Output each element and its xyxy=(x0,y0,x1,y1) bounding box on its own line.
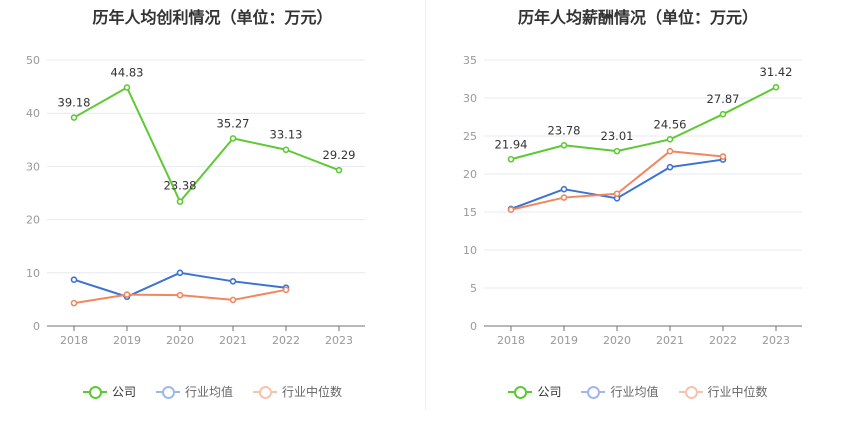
data-point xyxy=(229,278,237,285)
y-tick-label: 20 xyxy=(26,214,40,227)
series-line xyxy=(73,86,340,203)
legend-item-company[interactable]: 公司 xyxy=(82,383,136,400)
y-tick-label: 35 xyxy=(463,54,477,67)
data-point xyxy=(666,147,674,155)
legend-line-marker-icon xyxy=(253,385,277,399)
x-tick-label: 2019 xyxy=(550,334,578,347)
data-point xyxy=(70,276,78,284)
data-label: 39.18 xyxy=(58,96,91,110)
data-point xyxy=(176,269,184,277)
legend-label: 行业中位数 xyxy=(707,385,768,399)
x-tick-label: 2022 xyxy=(709,334,737,347)
data-point xyxy=(719,110,727,118)
data-label: 27.87 xyxy=(707,92,740,106)
data-point xyxy=(282,286,290,294)
data-label: 35.27 xyxy=(217,116,250,130)
data-point xyxy=(123,291,131,298)
data-label: 31.42 xyxy=(760,65,793,79)
x-tick-label: 2020 xyxy=(603,334,631,347)
data-point xyxy=(229,296,237,304)
data-point xyxy=(560,185,568,193)
x-tick-label: 2018 xyxy=(60,334,88,347)
y-tick-label: 50 xyxy=(26,54,40,67)
data-label: 21.94 xyxy=(495,137,528,151)
legend-line-marker-icon xyxy=(508,385,533,399)
y-tick-label: 20 xyxy=(463,168,477,181)
y-tick-label: 15 xyxy=(463,206,477,219)
data-label: 33.13 xyxy=(270,128,303,142)
legend-label: 行业均值 xyxy=(610,385,659,399)
y-tick-label: 0 xyxy=(470,320,477,333)
data-point xyxy=(229,135,237,142)
x-tick-label: 2021 xyxy=(656,334,684,347)
y-tick-label: 0 xyxy=(33,320,40,333)
legend-line-marker-icon xyxy=(581,385,606,399)
legend-line-marker-icon xyxy=(155,385,180,399)
data-point xyxy=(666,136,674,143)
data-label: 23.38 xyxy=(164,179,197,193)
data-point xyxy=(70,299,78,307)
data-point xyxy=(335,166,343,174)
x-tick-label: 2020 xyxy=(166,334,194,347)
y-tick-label: 10 xyxy=(26,267,40,280)
data-point xyxy=(507,206,515,214)
data-point xyxy=(772,83,780,91)
legend-label: 公司 xyxy=(537,385,562,399)
y-tick-label: 10 xyxy=(463,244,477,257)
data-label: 44.83 xyxy=(111,66,144,80)
profit-per-capita-panel: 历年人均创利情况（单位：万元） 0 10 20 30 40 50 2018 2019 2020 2… xyxy=(0,8,425,400)
y-tick-label: 30 xyxy=(463,92,477,105)
chart-legend: 公司 行业均值 行业中位数 xyxy=(0,383,425,400)
legend-item-company[interactable]: 公司 xyxy=(508,383,561,400)
data-point xyxy=(560,194,568,201)
chart-legend: 公司 行业均值 行业中位数 xyxy=(426,383,850,400)
data-label: 23.78 xyxy=(548,123,581,137)
legend-item-industry-mean[interactable]: 行业均值 xyxy=(581,383,659,400)
legend-item-industry-mean[interactable]: 行业均值 xyxy=(155,383,233,400)
legend-item-industry-median[interactable]: 行业中位数 xyxy=(678,383,768,400)
x-tick-label: 2022 xyxy=(272,334,300,347)
data-point xyxy=(719,153,727,160)
data-label: 23.01 xyxy=(601,129,634,143)
legend-label: 公司 xyxy=(111,385,136,399)
data-point xyxy=(176,198,184,205)
legend-label: 行业均值 xyxy=(184,385,233,399)
chart-title: 历年人均薪酬情况（单位：万元） xyxy=(517,8,758,27)
y-tick-label: 5 xyxy=(470,282,477,295)
data-label: 24.56 xyxy=(654,117,687,131)
x-tick-label: 2019 xyxy=(113,334,141,347)
panel-divider xyxy=(425,0,426,410)
data-point xyxy=(613,190,621,198)
legend-label: 行业中位数 xyxy=(282,385,343,399)
x-tick-label: 2021 xyxy=(219,334,247,347)
data-point xyxy=(70,114,78,121)
data-label: 29.29 xyxy=(323,148,356,162)
data-point xyxy=(282,146,290,154)
data-point xyxy=(613,147,621,155)
series-line xyxy=(510,86,777,161)
y-tick-label: 30 xyxy=(26,160,40,173)
profit-per-capita-chart: 0 10 20 30 40 50 2018 2019 2020 2021 2022 2023 39.18… xyxy=(26,54,365,347)
data-point xyxy=(560,141,568,149)
data-point xyxy=(123,84,131,91)
legend-line-marker-icon xyxy=(678,385,703,399)
salary-per-capita-panel: 历年人均薪酬情况（单位：万元） 0 5 10 15 20 25 30 35 2018 2019 20… xyxy=(426,0,850,436)
y-tick-label: 40 xyxy=(26,107,40,120)
data-point xyxy=(666,163,674,171)
salary-per-capita-chart: 0 5 10 15 20 25 30 35 2018 2019 2020 2021 2022 2023 21… xyxy=(463,54,802,347)
chart-title: 历年人均创利情况（单位：万元） xyxy=(92,8,333,27)
data-point xyxy=(176,291,184,299)
legend-line-marker-icon xyxy=(82,385,107,399)
legend-item-industry-median[interactable]: 行业中位数 xyxy=(253,383,342,400)
x-tick-label: 2023 xyxy=(762,334,790,347)
x-tick-label: 2018 xyxy=(497,334,525,347)
y-tick-label: 25 xyxy=(463,130,477,143)
x-tick-label: 2023 xyxy=(325,334,353,347)
data-point xyxy=(507,155,515,163)
